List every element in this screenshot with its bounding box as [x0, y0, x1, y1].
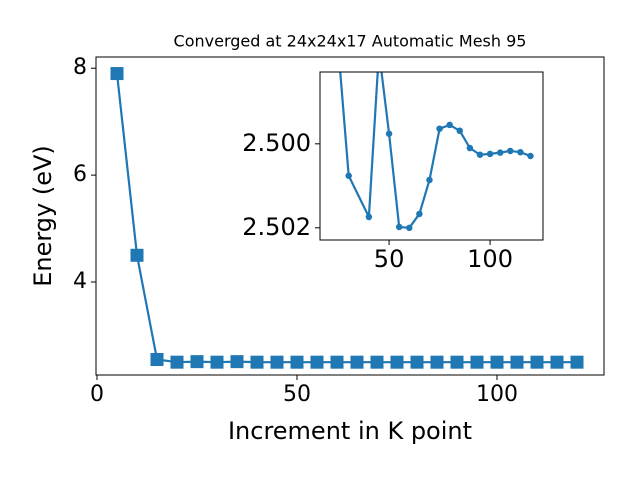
marker — [370, 355, 384, 369]
y-tick-label: 6 — [73, 162, 87, 187]
axes-frame — [319, 71, 544, 241]
marker — [450, 355, 464, 369]
y-tick-label: 2.500 — [242, 129, 311, 157]
marker — [385, 130, 393, 137]
marker — [410, 355, 424, 369]
x-tick-label: 0 — [90, 382, 104, 407]
marker — [365, 213, 373, 221]
marker — [476, 151, 484, 158]
x-tick-label: 100 — [476, 382, 518, 407]
marker — [446, 121, 453, 129]
marker — [230, 355, 244, 369]
plot-clip — [339, 72, 534, 232]
marker — [426, 176, 433, 184]
marker — [250, 355, 264, 369]
marker — [290, 355, 304, 369]
x-tick-label: 50 — [283, 382, 311, 407]
x-tick-label: 50 — [374, 245, 405, 273]
marker — [330, 355, 344, 369]
marker — [466, 144, 474, 152]
marker — [570, 355, 584, 369]
marker — [130, 248, 144, 262]
y-tick-label: 2.502 — [242, 213, 311, 241]
marker — [210, 355, 224, 369]
marker — [390, 355, 404, 369]
marker — [190, 355, 204, 369]
plot-area — [320, 72, 543, 240]
marker — [310, 355, 324, 369]
plot-clip — [110, 67, 584, 369]
marker — [527, 152, 534, 160]
marker — [436, 125, 443, 132]
marker — [395, 223, 403, 231]
marker — [507, 147, 514, 155]
marker — [550, 355, 564, 369]
chart-title: Converged at 24x24x17 Automatic Mesh 95 — [174, 32, 527, 51]
marker — [110, 67, 124, 81]
marker — [416, 210, 423, 218]
marker — [510, 355, 524, 369]
marker — [406, 224, 413, 232]
marker — [270, 355, 284, 369]
marker — [170, 355, 184, 369]
marker — [150, 353, 164, 367]
x-axis-label: Increment in K point — [228, 417, 472, 445]
marker — [490, 355, 504, 369]
y-tick-label: 4 — [73, 269, 87, 294]
marker — [496, 149, 504, 156]
y-axis-label: Energy (eV) — [29, 145, 57, 287]
x-tick-label: 100 — [467, 245, 513, 273]
y-tick-label: 8 — [73, 55, 87, 80]
marker — [517, 148, 524, 156]
marker — [486, 150, 494, 158]
marker — [350, 355, 364, 369]
marker — [456, 127, 464, 135]
axes-frame — [95, 56, 605, 376]
marker — [470, 355, 484, 369]
marker — [345, 172, 352, 179]
marker — [530, 355, 544, 369]
marker — [430, 355, 444, 369]
